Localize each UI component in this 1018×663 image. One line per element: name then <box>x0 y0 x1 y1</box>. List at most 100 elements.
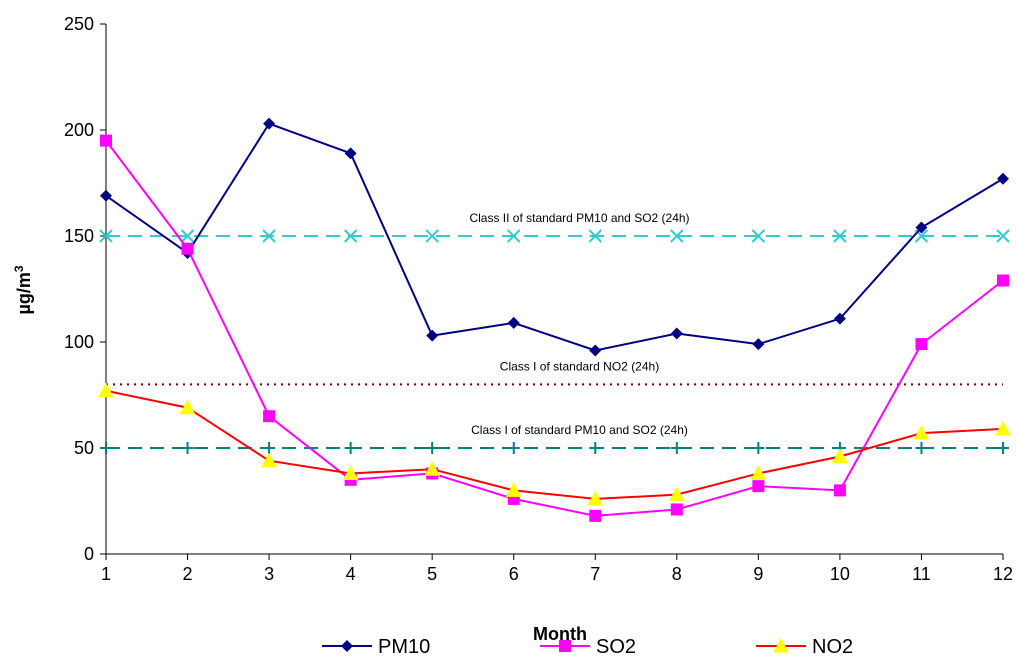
reference-marker <box>181 442 194 454</box>
series-line-pm10 <box>105 122 1004 352</box>
legend-item-so2: SO2 <box>540 636 636 658</box>
point-pm10 <box>344 147 357 160</box>
x-tick-label: 4 <box>346 564 356 584</box>
point-no2 <box>261 452 277 468</box>
legend-label: SO2 <box>596 636 636 658</box>
reference-marker <box>670 442 683 454</box>
point-so2 <box>181 242 194 255</box>
series-line-so2 <box>105 139 1004 517</box>
reference-marker <box>426 442 439 454</box>
reference-marker <box>262 229 276 243</box>
series-layer <box>98 117 1011 522</box>
x-tick-label: 7 <box>590 564 600 584</box>
y-tick-label: 250 <box>64 14 94 34</box>
reference-marker <box>997 442 1009 454</box>
y-tick-label: 150 <box>64 226 94 246</box>
point-no2 <box>668 486 685 502</box>
x-tick-label: 11 <box>912 564 931 584</box>
x-tick-label: 6 <box>509 564 519 584</box>
reference-marker <box>507 442 520 454</box>
reference-marker <box>670 229 684 243</box>
x-axis-title: Month <box>533 624 587 644</box>
point-no2 <box>505 482 522 497</box>
x-tick-label: 5 <box>427 564 437 584</box>
x-tick-label: 10 <box>830 564 850 584</box>
point-so2 <box>833 484 846 497</box>
legend-item-no2: NO2 <box>756 636 853 658</box>
y-tick-label: 100 <box>64 332 94 352</box>
svg-text:µg/m3: µg/m3 <box>12 265 34 314</box>
reference-marker <box>344 442 357 454</box>
point-pm10 <box>997 172 1009 185</box>
point-pm10 <box>100 189 112 202</box>
point-so2 <box>589 509 602 522</box>
reference-marker <box>425 229 439 243</box>
point-pm10 <box>833 312 846 325</box>
reference-marker <box>751 229 766 243</box>
series-pm10 <box>100 117 1009 357</box>
point-so2 <box>670 503 683 516</box>
reference-line-label: Class II of standard PM10 and SO2 (24h) <box>469 211 689 225</box>
y-axis-title-group: µg/m3 <box>12 265 34 314</box>
point-no2 <box>913 425 930 440</box>
point-pm10 <box>752 338 765 351</box>
reference-line-1: Class II of standard PM10 and SO2 (24h) <box>99 211 1010 243</box>
series-line-no2 <box>105 389 1004 500</box>
point-so2 <box>997 274 1009 287</box>
reference-marker <box>263 442 276 454</box>
y-tick-label: 50 <box>74 438 94 458</box>
reference-lines: Class II of standard PM10 and SO2 (24h) C… <box>99 211 1010 454</box>
series-no2 <box>98 382 1011 506</box>
x-tick-label: 12 <box>993 564 1013 584</box>
reference-marker <box>99 229 113 243</box>
point-no2 <box>424 461 441 476</box>
point-so2 <box>752 480 765 493</box>
legend-item-pm10: PM10 <box>322 636 430 658</box>
reference-line-2: Class I of standard NO2 (24h) <box>106 359 1003 386</box>
reference-marker <box>100 442 112 454</box>
legend-marker <box>341 640 353 652</box>
point-no2 <box>832 448 848 463</box>
y-axis-title: µg/m <box>14 272 34 314</box>
axes <box>100 23 1004 560</box>
point-pm10 <box>670 327 683 340</box>
point-no2 <box>995 420 1011 436</box>
point-so2 <box>263 410 276 423</box>
reference-line-label: Class I of standard NO2 (24h) <box>500 359 659 373</box>
point-pm10 <box>263 117 276 130</box>
legend-label: PM10 <box>378 636 430 658</box>
y-axis-title-superscript: 3 <box>12 265 26 272</box>
reference-marker <box>507 229 521 243</box>
y-tick-label: 200 <box>64 120 94 140</box>
legend-label: NO2 <box>812 636 853 658</box>
series-so2 <box>100 134 1009 522</box>
point-no2 <box>98 382 114 398</box>
reference-marker <box>833 229 847 243</box>
point-no2 <box>587 490 604 506</box>
x-tick-label: 1 <box>101 564 111 584</box>
reference-marker <box>588 229 602 243</box>
point-pm10 <box>507 316 520 329</box>
point-no2 <box>750 465 767 480</box>
point-so2 <box>915 338 928 351</box>
reference-line-3: Class I of standard PM10 and SO2 (24h) <box>100 423 1009 454</box>
reference-marker <box>180 229 195 243</box>
reference-marker <box>996 229 1010 243</box>
x-tick-label: 2 <box>183 564 193 584</box>
legend-marker <box>773 637 789 653</box>
point-no2 <box>342 465 359 480</box>
point-pm10 <box>589 344 602 357</box>
y-tick-label: 0 <box>84 544 94 564</box>
reference-marker <box>343 229 358 243</box>
x-tick-label: 3 <box>264 564 274 584</box>
x-tick-label: 9 <box>753 564 763 584</box>
reference-marker <box>752 442 765 454</box>
reference-marker <box>915 442 928 454</box>
point-no2 <box>179 399 196 415</box>
legend-marker <box>559 640 571 652</box>
point-so2 <box>100 134 112 147</box>
reference-line-label: Class I of standard PM10 and SO2 (24h) <box>471 423 688 437</box>
